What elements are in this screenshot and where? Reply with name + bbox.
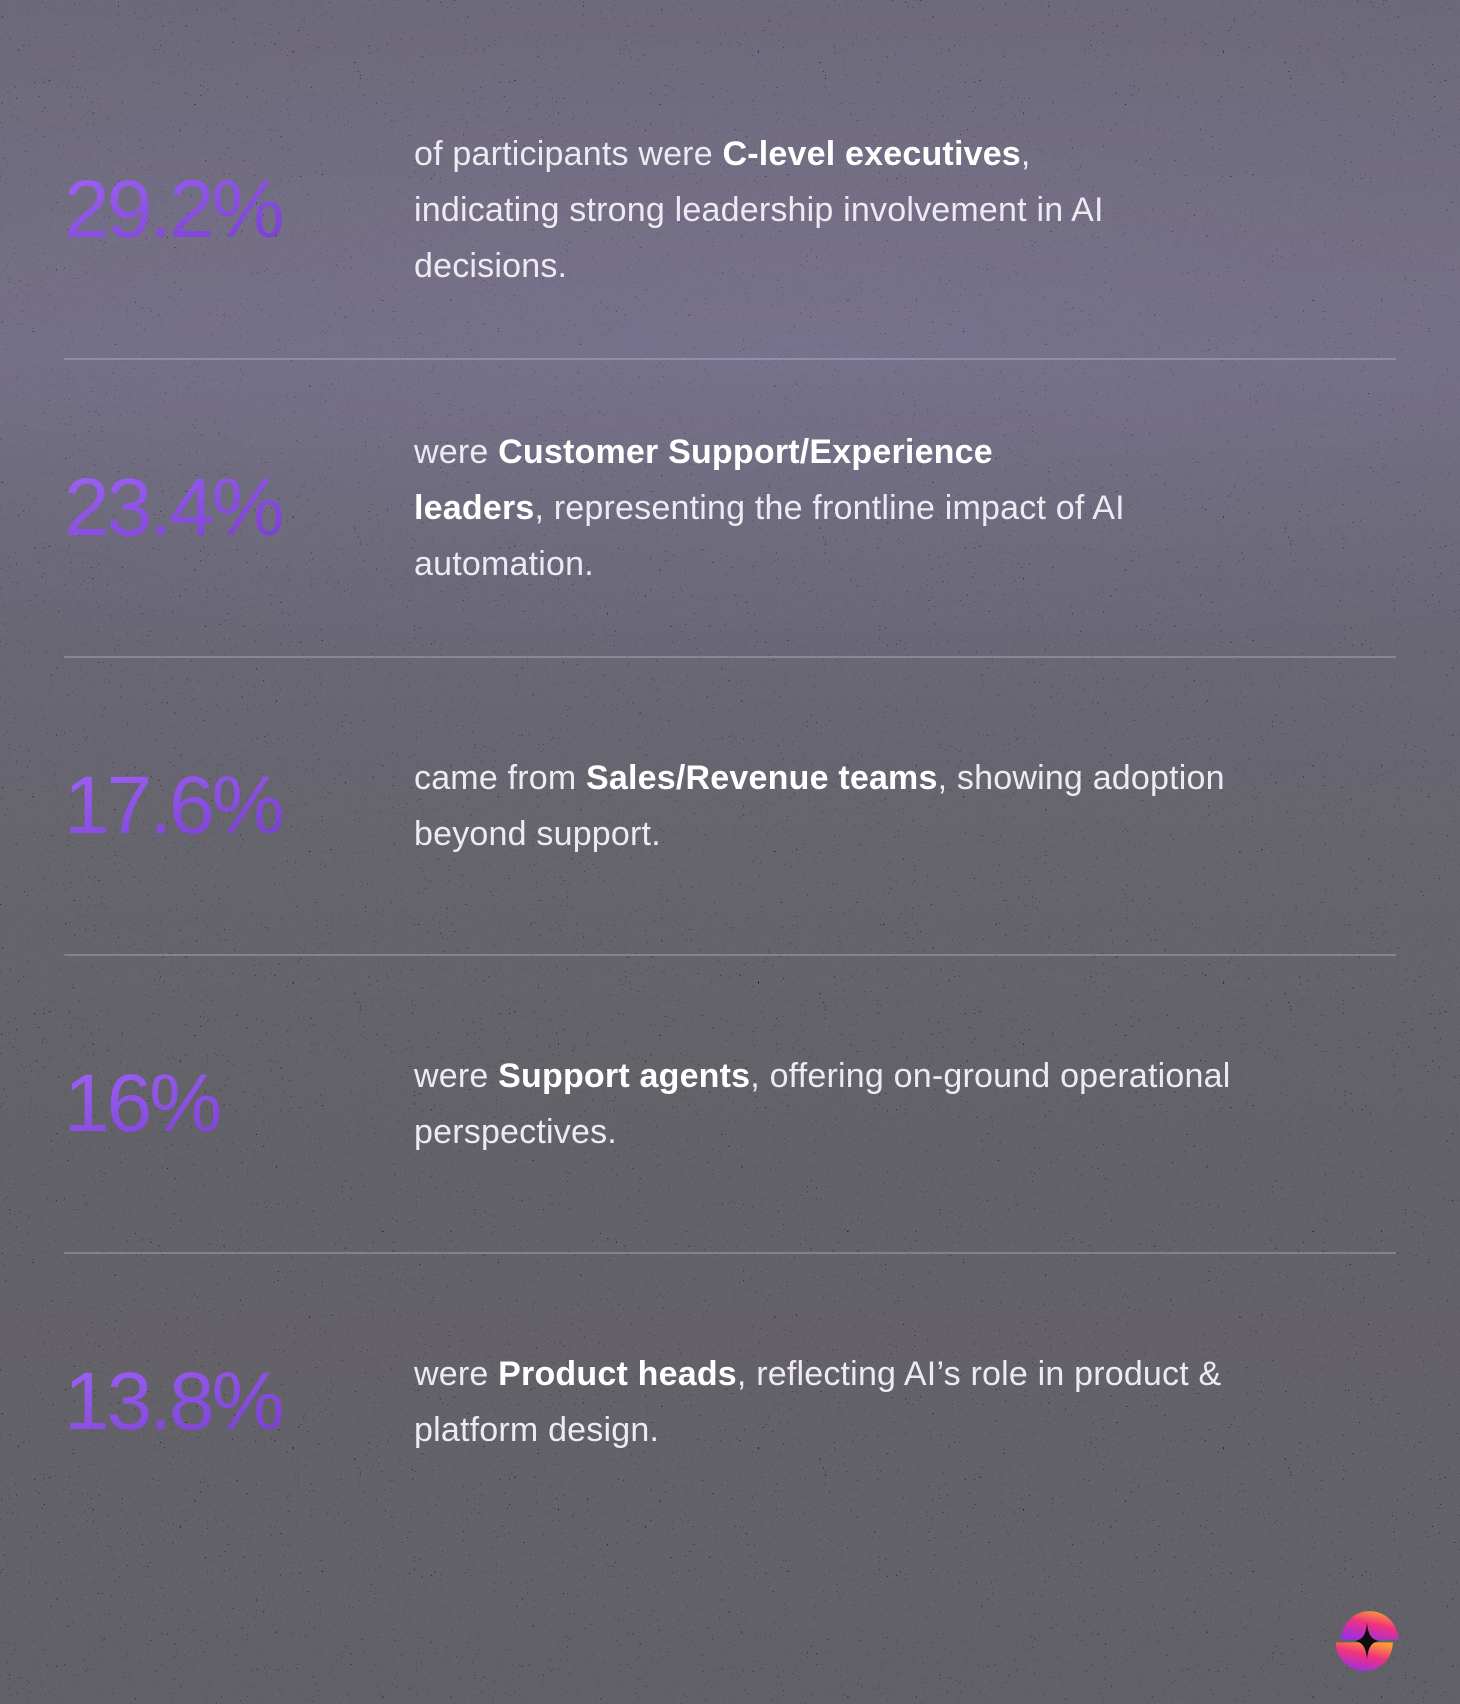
stat-percent: 13.8% <box>64 1361 414 1443</box>
stat-description: were Support agents, offering on-ground … <box>414 1057 1231 1151</box>
stat-row-product-heads: 13.8% were Product heads, reflecting AI’… <box>64 1254 1396 1550</box>
stat-row-c-level: 29.2% of participants were C-level execu… <box>64 62 1396 360</box>
stat-row-support-agents: 16% were Support agents, offering on-gro… <box>64 956 1396 1254</box>
stat-percent: 17.6% <box>64 765 414 847</box>
stat-percent: 23.4% <box>64 467 414 549</box>
stat-percent: 29.2% <box>64 169 414 251</box>
stat-description: of participants were C-level executives,… <box>414 135 1104 285</box>
stat-row-support-leaders: 23.4% were Customer Support/Experience le… <box>64 360 1396 658</box>
stat-description: were Product heads, reflecting AI’s role… <box>414 1355 1222 1449</box>
stat-percent: 16% <box>64 1063 414 1145</box>
stat-description: came from Sales/Revenue teams, showing a… <box>414 759 1225 853</box>
sparkle-orb-logo <box>1335 1611 1399 1671</box>
stat-description: were Customer Support/Experience leaders,… <box>414 433 1125 583</box>
stats-list: 29.2% of participants were C-level execu… <box>64 62 1396 1550</box>
stat-row-sales-revenue: 17.6% came from Sales/Revenue teams, sho… <box>64 658 1396 956</box>
